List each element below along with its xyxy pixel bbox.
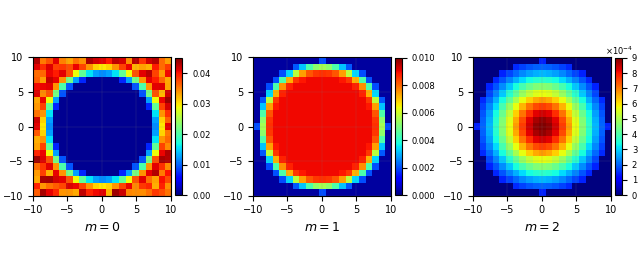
X-axis label: $m = 1$: $m = 1$ <box>304 221 340 234</box>
Title: $\times10^{-4}$: $\times10^{-4}$ <box>605 45 633 57</box>
X-axis label: $m = 0$: $m = 0$ <box>84 221 120 234</box>
X-axis label: $m = 2$: $m = 2$ <box>524 221 560 234</box>
